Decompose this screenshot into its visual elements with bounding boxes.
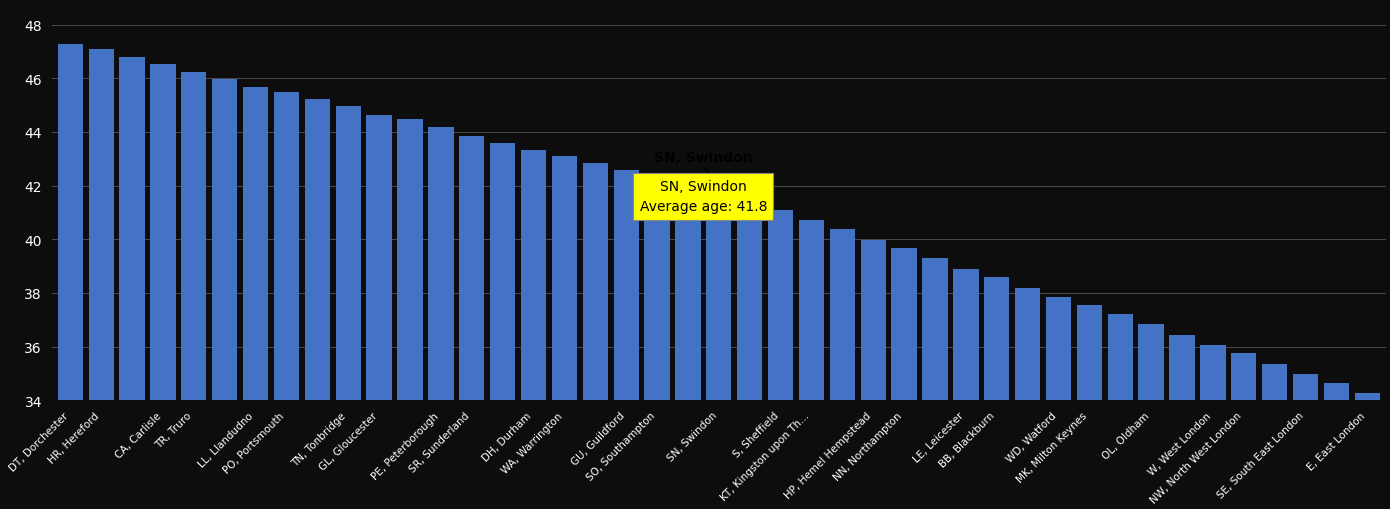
Bar xyxy=(367,116,392,509)
Bar xyxy=(613,171,639,509)
Bar xyxy=(737,202,762,509)
Text: SN, Swindon
Average age: 41.8: SN, Swindon Average age: 41.8 xyxy=(639,180,767,214)
Bar xyxy=(891,249,917,509)
Bar xyxy=(1200,346,1226,509)
Bar xyxy=(954,269,979,509)
Bar xyxy=(830,229,855,509)
Bar xyxy=(582,163,607,509)
Bar xyxy=(150,65,175,509)
Bar xyxy=(428,128,453,509)
Bar xyxy=(1232,354,1257,509)
Bar xyxy=(984,277,1009,509)
Bar xyxy=(1077,305,1102,509)
Bar xyxy=(1293,374,1318,509)
Bar xyxy=(398,120,423,509)
Bar xyxy=(120,58,145,509)
Bar xyxy=(1323,383,1350,509)
Bar xyxy=(1169,335,1194,509)
Text: SN, Swindon: SN, Swindon xyxy=(655,151,752,165)
Bar xyxy=(459,136,485,509)
Bar xyxy=(1045,298,1072,509)
Bar xyxy=(335,107,361,509)
Bar xyxy=(274,93,299,509)
Bar xyxy=(645,178,670,509)
Bar xyxy=(57,45,83,509)
Bar xyxy=(767,211,794,509)
Bar xyxy=(1015,288,1040,509)
Bar xyxy=(1138,325,1163,509)
Bar xyxy=(491,144,516,509)
Bar xyxy=(799,220,824,509)
Bar xyxy=(521,150,546,509)
Bar xyxy=(1262,364,1287,509)
Bar xyxy=(706,191,731,509)
Bar xyxy=(860,240,885,509)
Bar xyxy=(676,184,701,509)
Bar xyxy=(552,157,577,509)
Bar xyxy=(1355,393,1380,509)
Bar xyxy=(89,50,114,509)
Bar xyxy=(304,100,329,509)
Bar xyxy=(1108,315,1133,509)
Bar xyxy=(923,258,948,509)
Bar xyxy=(243,88,268,509)
Bar xyxy=(213,80,238,509)
Bar xyxy=(181,73,207,509)
